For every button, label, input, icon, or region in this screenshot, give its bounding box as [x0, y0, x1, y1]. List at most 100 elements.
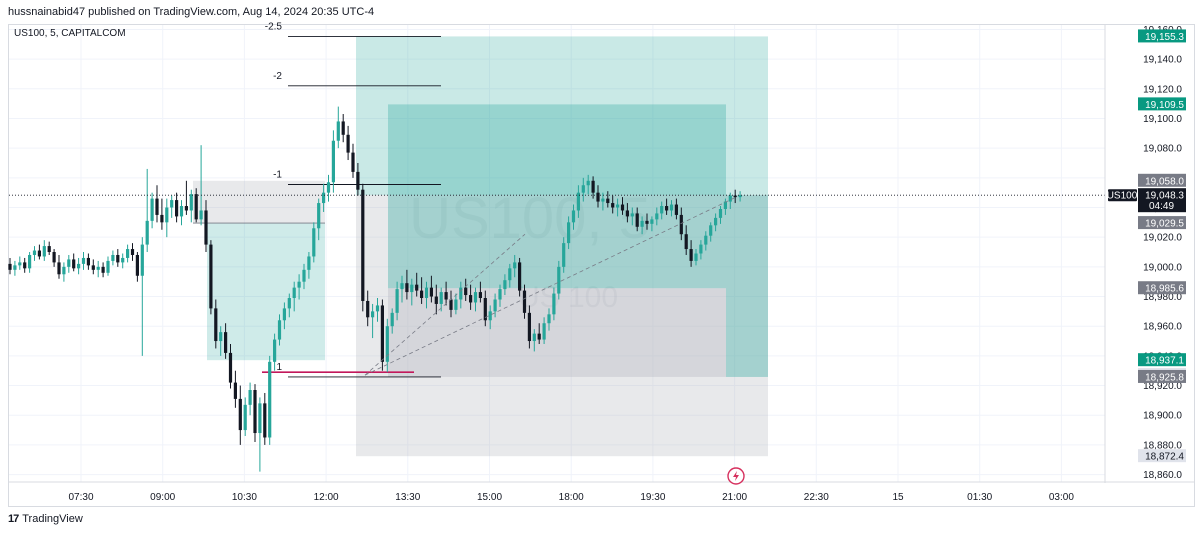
price-badge: 19,058.0 [1138, 173, 1186, 187]
candle-body [268, 361, 272, 438]
candle-body [527, 312, 531, 342]
candle-body [322, 192, 326, 204]
price-badge-text: 19,058.0 [1145, 176, 1184, 187]
fib-level-label: -2 [273, 71, 282, 82]
time-tick-label: 03:00 [1049, 492, 1074, 503]
candle-body [238, 398, 242, 431]
candle-body [660, 206, 664, 214]
price-tick-label: 18,980.0 [1143, 292, 1182, 303]
candle-body [243, 404, 247, 431]
price-badge-text: 19,029.5 [1145, 219, 1184, 230]
candle-body [591, 180, 595, 193]
candle-body [214, 308, 218, 342]
long-position-target-zone [356, 36, 768, 196]
candle-body [390, 312, 394, 327]
candle-body [718, 208, 723, 218]
candle-body [101, 266, 105, 273]
candle-body [498, 289, 502, 300]
candle-body [150, 198, 154, 221]
tradingview-logo-icon: 17 [8, 513, 19, 525]
price-chart[interactable]: US100, 5 US 100 -2.5 -2 -1 1 US100, 5, CAPI… [0, 0, 1200, 508]
candle-body [571, 210, 576, 223]
candle-body [302, 269, 306, 282]
position-zones[interactable] [193, 36, 768, 457]
chart-overlays [9, 194, 1105, 376]
candle-body [513, 262, 517, 269]
candle-body [669, 204, 674, 211]
candle-body [312, 228, 316, 257]
time-tick-label: 22:30 [804, 492, 829, 503]
footer-brand[interactable]: 17 TradingView [8, 513, 83, 525]
candle-body [307, 256, 311, 270]
candle-body [145, 220, 149, 245]
candle-body [155, 198, 159, 215]
candle-body [635, 213, 639, 227]
candle-body [684, 234, 688, 250]
candle-body [488, 311, 492, 321]
price-badge-text: 19,155.3 [1145, 32, 1184, 43]
candles[interactable] [8, 106, 742, 472]
candle-body [67, 259, 71, 267]
candle-body [562, 243, 566, 267]
price-axis[interactable]: 19,160.019,140.019,120.019,100.019,080.0… [1104, 24, 1182, 483]
candle-body [522, 290, 527, 313]
time-tick-label: 10:30 [232, 492, 257, 503]
candle-body [292, 287, 296, 299]
candle-body [596, 192, 600, 202]
price-badge: 18,937.1 [1138, 353, 1186, 367]
candle-body [351, 152, 355, 172]
candle-body [542, 323, 546, 340]
candle-body [37, 250, 41, 257]
candle-body [380, 305, 384, 362]
price-badge: US100 19,048.304:49 [1107, 188, 1186, 213]
candle-body [52, 252, 56, 263]
price-tick-label: 19,120.0 [1143, 84, 1182, 95]
price-tick-label: 19,020.0 [1143, 233, 1182, 244]
price-badge-bg [1138, 353, 1186, 367]
fib-levels[interactable]: -2.5 -2 -1 1 [262, 21, 441, 378]
candle-body [258, 403, 262, 434]
candle-body [341, 121, 345, 135]
candle-body [723, 201, 727, 209]
candle-body [121, 257, 125, 263]
candle-body [106, 260, 110, 273]
price-badge-text: 18,872.4 [1145, 452, 1184, 463]
price-badge: 18,985.6 [1138, 281, 1186, 295]
flash-icon[interactable] [727, 467, 745, 485]
candle-body [8, 263, 12, 270]
candle-body [405, 283, 409, 293]
price-badge: 18,925.8 [1138, 369, 1186, 383]
symbol-watermark: US100, 5 [409, 186, 651, 251]
candle-body [420, 290, 424, 299]
price-badge-text: 18,937.1 [1145, 356, 1184, 367]
candle-body [47, 246, 51, 253]
candle-body [140, 244, 144, 276]
candle-body [13, 265, 17, 270]
price-badge-bg [1138, 449, 1186, 463]
candle-body [483, 298, 487, 321]
candle-body [170, 200, 174, 208]
candle-body [297, 281, 301, 288]
price-badge-bg [1138, 97, 1186, 111]
candle-body [336, 121, 340, 141]
time-tick-label: 13:30 [395, 492, 420, 503]
symbol-tag-text: US100 [1107, 191, 1138, 202]
candle-body [478, 292, 482, 299]
time-tick-label: 09:00 [150, 492, 175, 503]
candle-body [464, 287, 468, 296]
candle-body [640, 220, 644, 227]
candle-body [601, 198, 605, 202]
price-badge-text: 18,985.6 [1145, 284, 1184, 295]
candle-body [42, 246, 46, 257]
price-badges: 19,155.3 19,109.5 19,058.0 US100 19,048.304:… [1107, 29, 1186, 463]
publish-info: hussnainabid47 published on TradingView.… [8, 6, 375, 18]
candle-body [444, 292, 448, 300]
time-axis[interactable]: 07:30 09:00 10:30 12:00 13:30 15:00 18:00 19:30… [9, 481, 1194, 503]
candle-body [77, 263, 81, 269]
candle-body [160, 214, 164, 223]
candle-body [287, 298, 291, 309]
price-tick-label: 18,960.0 [1143, 322, 1182, 333]
candle-body [400, 283, 404, 290]
inner-position-target-zone [388, 104, 726, 196]
price-tick-label: 19,000.0 [1143, 262, 1182, 273]
